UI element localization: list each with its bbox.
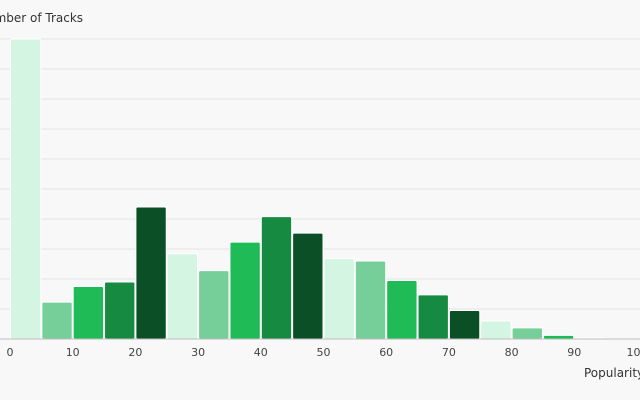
y-gridlines [0,38,640,310]
histogram-bar [448,310,481,340]
histogram-bar [10,38,42,340]
x-tick-label: 10 [66,346,80,359]
x-tick-label: 70 [442,346,456,359]
histogram-bar [480,320,512,340]
histogram-bar [511,327,543,340]
histogram-bar [104,281,136,340]
x-tick-label: 90 [567,346,581,359]
x-tick-label: 60 [379,346,393,359]
histogram-bar [166,253,199,340]
histogram-bar [260,216,293,340]
y-axis-title: Number of Tracks [0,11,83,25]
x-tick-labels: 0 10 20 30 40 50 60 70 80 90 100 [7,346,640,359]
histogram-bar [354,260,387,340]
histogram-bar [198,270,230,340]
histogram-bar [292,232,324,340]
x-tick-label: 100 [627,346,640,359]
histogram-bar [135,206,167,340]
x-tick-label: 40 [254,346,268,359]
x-tick-label: 20 [128,346,142,359]
histogram-bars [10,38,638,340]
histogram-bar [229,241,261,340]
x-tick-label: 30 [191,346,205,359]
x-tick-label: 50 [317,346,331,359]
histogram-bar [323,258,355,340]
histogram-bar [542,334,575,340]
x-tick-label: 0 [7,346,14,359]
histogram-bar [386,280,418,340]
histogram-bar [72,286,105,340]
x-tick-label: 80 [505,346,519,359]
histogram-bar [417,294,449,340]
histogram-bar [41,301,73,340]
x-axis-title: Popularity [584,366,640,380]
